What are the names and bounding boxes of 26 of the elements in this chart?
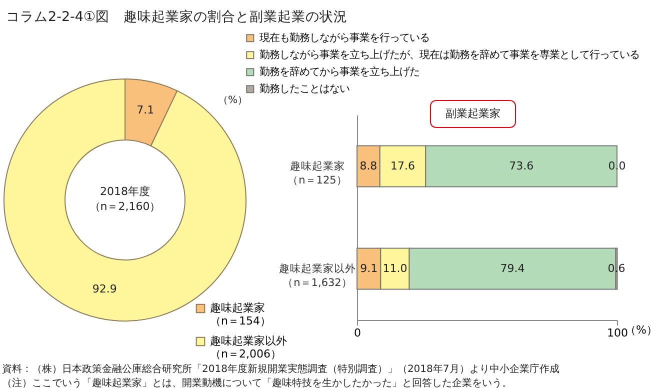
data-label: 9.1 — [360, 262, 378, 275]
legend-label: 趣味起業家以外（n＝2,006） — [210, 334, 287, 360]
data-label: 0.0 — [608, 159, 626, 172]
y-tick-label: 趣味起業家（n＝125） — [288, 159, 348, 186]
data-label: 79.4 — [500, 262, 525, 275]
text: （%） — [218, 94, 248, 107]
text: 資料：（株）日本政策金融公庫総合研究所「2018年度新規開業実態調査（特別調査）」（2018年7月）より中小企業庁作成 — [2, 362, 560, 376]
legend-label: 趣味起業家（n＝154） — [210, 302, 271, 328]
legend-label: 勤務したことはない — [259, 83, 350, 96]
data-label: 0.6 — [608, 262, 626, 275]
x-tick-label: 100 — [607, 326, 628, 340]
data-label: 92.9 — [92, 282, 117, 296]
text: （注）ここでいう「趣味起業家」とは、開業動機について「趣味特技を生かしたかった」と回答した企業をいう。 — [2, 376, 512, 390]
data-label: 17.6 — [390, 159, 416, 172]
text: 2018年度（n＝2,160） — [88, 184, 162, 214]
data-label: 7.1 — [136, 103, 154, 116]
y-tick-label: 趣味起業家以外（n＝1,632） — [279, 262, 356, 289]
data-label: 11.0 — [382, 262, 408, 275]
callout-box: 副業起業家 — [430, 100, 516, 128]
legend-label: 勤務を辞めてから事業を立ち上げた — [259, 66, 420, 78]
data-label: 73.6 — [509, 159, 534, 172]
chart-title: コラム2-2-4①図 趣味起業家の割合と副業起業の状況 — [6, 8, 348, 26]
legend-label: 現在も勤務しながら事業を行っている — [259, 32, 430, 44]
x-tick-label: 0 — [354, 326, 361, 340]
legend-label: 勤務しながら事業を立ち上げたが、現在は勤務を辞めて事業を専業として行っている — [259, 49, 640, 62]
data-label: 8.8 — [360, 159, 378, 172]
